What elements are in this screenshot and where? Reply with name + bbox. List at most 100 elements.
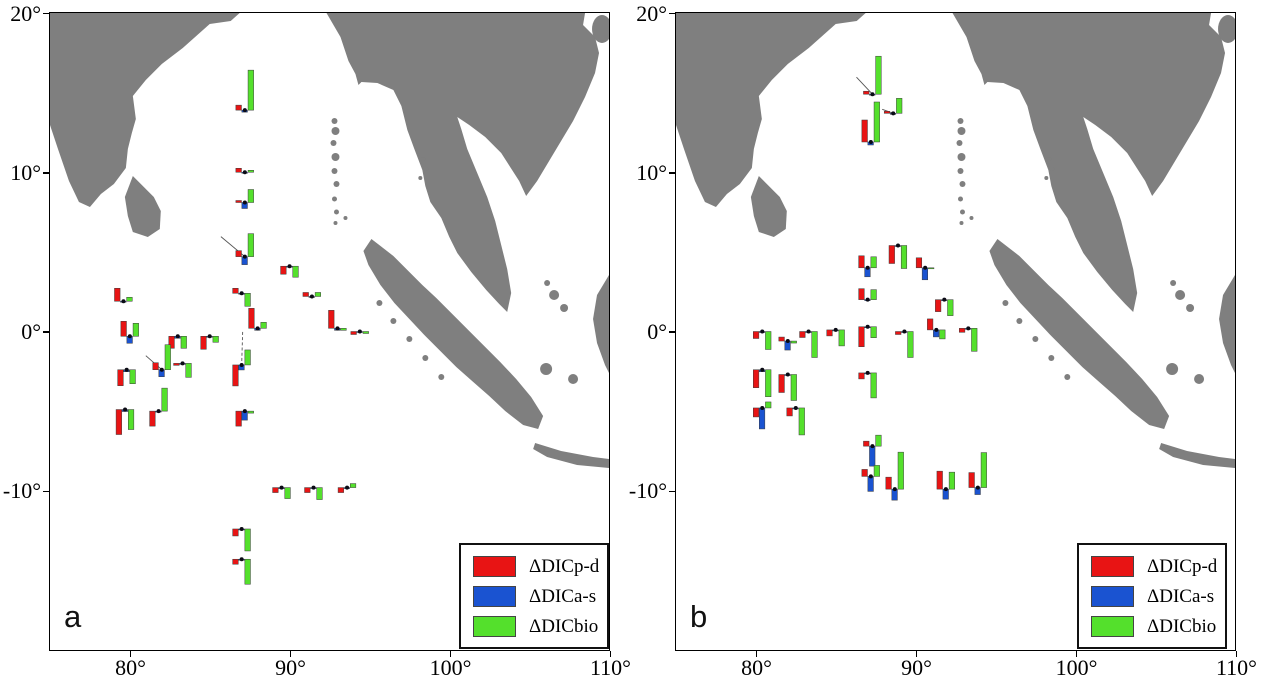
station-group: [145, 344, 171, 377]
station-group: [885, 451, 904, 501]
island: [1048, 355, 1055, 361]
station-dot: [239, 362, 244, 367]
station-dot: [242, 200, 247, 205]
station-dot: [892, 487, 897, 492]
station-group: [968, 452, 987, 495]
station-group: [173, 361, 192, 378]
bar-dicbio: [765, 331, 772, 350]
bar-dicbio: [875, 55, 882, 95]
legend-swatch-bar_blue: [473, 585, 516, 607]
lon-tick-label: 110°: [590, 655, 631, 680]
bar-dicbio: [900, 245, 908, 269]
island: [969, 216, 974, 220]
bar-dicpd: [915, 257, 923, 269]
island: [333, 209, 339, 215]
legend-label: ΔDICa-s: [1147, 585, 1215, 607]
island: [1218, 15, 1235, 43]
bar-dicbio: [350, 483, 357, 488]
legend-swatch-bar_red: [1091, 555, 1134, 577]
station-group: [232, 288, 251, 307]
island: [343, 216, 348, 220]
bar-dicbio: [247, 69, 254, 111]
station-group: [114, 287, 133, 304]
station-group: [786, 405, 805, 436]
bar-dicpd: [861, 469, 868, 477]
lat-tick-label: 20°: [10, 0, 41, 26]
bar-dicpd: [168, 336, 175, 349]
station-dot: [865, 265, 870, 270]
lat-tick-label: -10°: [2, 478, 41, 504]
lon-tick-mark: [915, 651, 918, 657]
station-group: [753, 401, 772, 430]
bar-dicbio: [244, 528, 251, 552]
station-dot: [942, 297, 947, 302]
bar-dicpd: [863, 440, 870, 447]
lon-tick-label: 110°: [1216, 655, 1257, 680]
bar-dicbio: [790, 374, 797, 401]
bar-dicpd: [337, 487, 344, 493]
bar-dicbio: [244, 349, 251, 366]
station-group: [115, 407, 135, 435]
station-dot: [868, 474, 873, 479]
station-group: [861, 465, 880, 492]
bar-dicbio: [314, 292, 321, 297]
station-group: [927, 318, 946, 340]
station-dot: [279, 485, 284, 490]
lon-tick-mark: [129, 651, 132, 657]
station-group: [220, 233, 254, 265]
station-group: [302, 292, 321, 299]
bar-dicpd: [235, 410, 242, 427]
lat-tick-mark: [43, 331, 49, 333]
island: [331, 127, 340, 135]
station-dot: [923, 265, 928, 270]
bar-dicbio: [129, 369, 136, 384]
station-group: [117, 367, 136, 386]
bar-dicpd: [235, 250, 242, 257]
legend-label: ΔDICa-s: [529, 585, 597, 607]
island: [331, 153, 340, 161]
station-dot: [123, 407, 128, 412]
bar-dicbio: [897, 451, 904, 490]
bar-dicpd: [858, 288, 865, 300]
station-group: [888, 243, 908, 269]
station-dot: [760, 329, 765, 334]
bar-dicpd: [328, 310, 335, 329]
bar-dicbio: [870, 256, 877, 269]
bar-dicbio: [340, 328, 347, 331]
bar-dicbio: [765, 369, 772, 397]
lat-tick-mark: [669, 172, 675, 174]
lat-tick-mark: [669, 12, 675, 15]
station-group: [328, 310, 347, 331]
bar-dicbio: [875, 434, 882, 447]
station-dot: [239, 526, 244, 531]
bar-dicbio: [971, 328, 978, 352]
island: [331, 168, 338, 174]
landmass: [363, 239, 544, 429]
island: [1166, 363, 1179, 375]
station-dot: [121, 299, 126, 304]
island: [544, 280, 551, 286]
lon-tick-mark: [755, 651, 758, 657]
island: [1186, 304, 1195, 312]
legend-box-a: ΔDICp-d ΔDICa-s ΔDICbio: [459, 543, 609, 649]
station-group: [149, 387, 168, 427]
island: [560, 304, 569, 312]
bar-dicpd: [778, 374, 785, 393]
station-dot: [785, 372, 790, 377]
bar-dicpd: [152, 362, 159, 370]
bar-dicpd: [248, 308, 255, 329]
island: [1170, 280, 1177, 286]
station-dot: [345, 485, 350, 490]
bar-dicbio: [873, 101, 880, 143]
bar-dicbio: [247, 410, 254, 414]
lon-tick-mark: [449, 651, 452, 657]
lon-tick-mark: [289, 651, 292, 657]
station-dot: [785, 339, 790, 344]
bar-dicbio: [180, 336, 187, 349]
lon-tick-mark: [609, 651, 612, 657]
station-group: [915, 257, 935, 281]
legend-swatch-bar_green: [473, 615, 516, 637]
bar-dicbio: [765, 401, 772, 409]
bar-dicbio: [907, 331, 914, 358]
lon-tick-label: 90°: [275, 655, 306, 680]
